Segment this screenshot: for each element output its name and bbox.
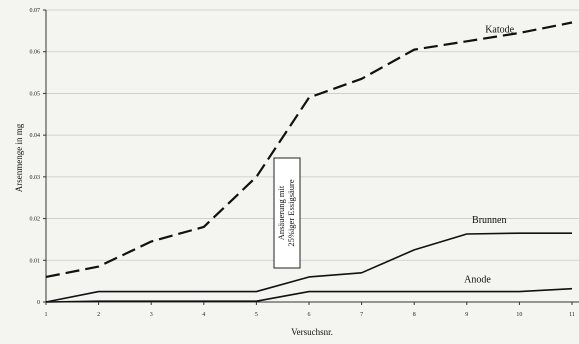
x-tick-label: 9: [465, 312, 468, 318]
x-tick-label: 10: [516, 312, 522, 318]
y-tick-label: 0.07: [30, 8, 41, 14]
y-tick-label: 0.04: [30, 133, 41, 139]
x-tick-label: 2: [97, 312, 100, 318]
x-axis-title: Versuchsnr.: [291, 327, 333, 337]
x-tick-label: 1: [45, 312, 48, 318]
x-tick-label: 3: [150, 312, 153, 318]
x-tick-label: 5: [255, 312, 258, 318]
y-tick-label: 0: [37, 300, 40, 306]
x-tick-label: 6: [308, 312, 311, 318]
series-line-brunnen: [45, 232, 572, 303]
y-tick-label: 0.01: [30, 258, 41, 264]
x-tick-label: 7: [360, 312, 363, 318]
y-axis-title: Arsenmenge in mg: [14, 123, 24, 192]
series-label-katode: Katode: [485, 24, 514, 35]
series-label-anode: Anode: [464, 275, 491, 286]
axis-layer: 0 0.01 0.02 0.03 0.04 0.05 0.06 0.07 1 2 3 4 5 6 7 8 9 10…: [30, 8, 579, 318]
series-line-anode: [45, 287, 573, 303]
x-tick-label: 11: [569, 312, 575, 318]
annotation-text-line: Ansäuerung mit: [276, 185, 286, 240]
annotation-text-line: 25%iger Essigsäure: [286, 179, 296, 247]
annotation-box: [273, 157, 301, 269]
y-tick-label: 0.03: [30, 175, 41, 181]
x-tick-label: 4: [202, 312, 205, 318]
y-tick-label: 0.06: [30, 50, 41, 56]
series-layer: Katode Brunnen Anode: [45, 21, 573, 303]
series-label-brunnen: Brunnen: [472, 215, 506, 226]
y-tick-label: 0.05: [30, 91, 41, 97]
series-line-katode: [45, 21, 573, 279]
annotation-layer: Ansäuerung mit 25%iger Essigsäure: [273, 157, 301, 269]
x-tick-label: 8: [413, 312, 416, 318]
grid-layer: [46, 9, 579, 261]
y-tick-label: 0.02: [30, 217, 41, 223]
